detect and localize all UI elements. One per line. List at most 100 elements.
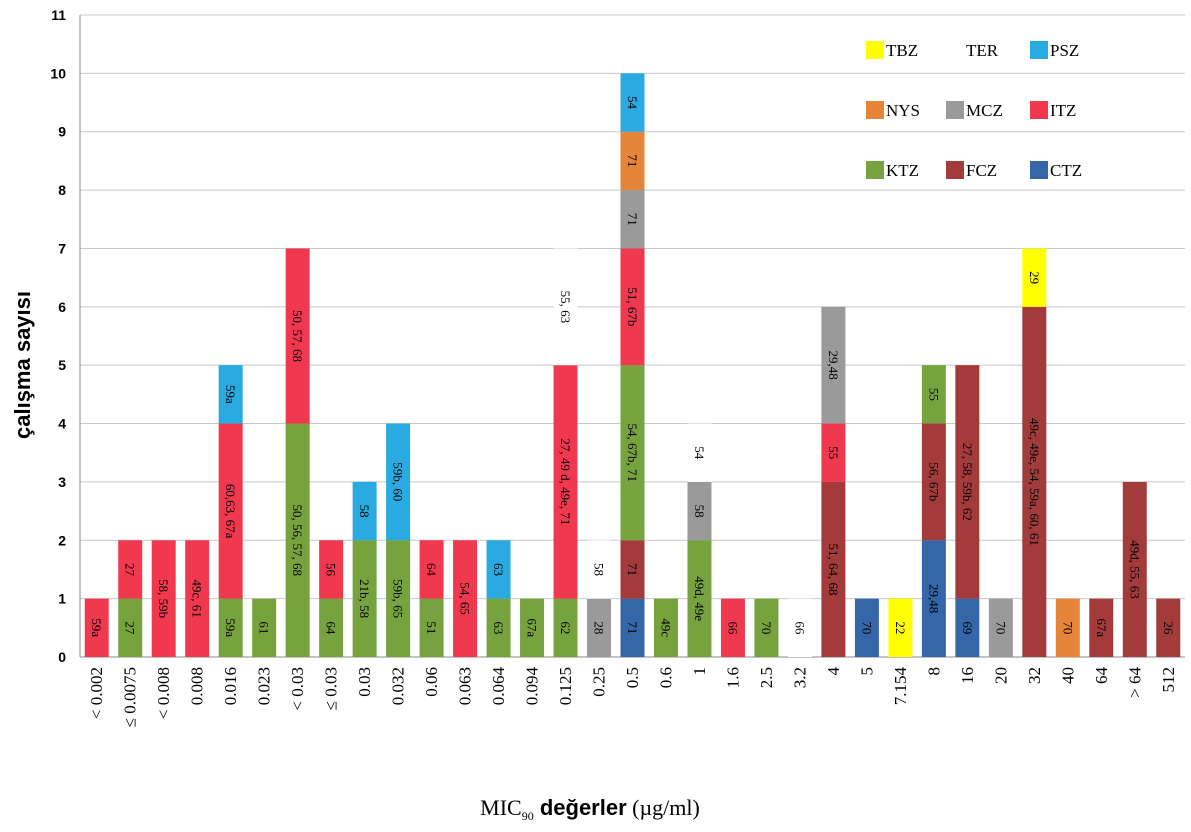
bar-segment [285,423,310,657]
x-axis-ticks: < 0.002 ≤ 0.0075 < 0.008 0.008 0.016 0.023 < 0… [87,667,1178,728]
bar-segment [620,365,645,541]
bar-segment-label: 50, 56, 57, 68 [290,505,305,577]
bar-segment-label: 54 [692,446,707,460]
x-tick-label: 0.008 [188,667,207,705]
x-tick-label: ≤ 0.0075 [121,667,140,727]
bar-segment [854,598,879,657]
x-tick-label: 0.06 [422,667,441,697]
bar-segment-label: 61 [257,621,272,634]
bar-segment-label: 49c, 61 [190,579,205,617]
x-tick-label: 64 [1092,667,1111,685]
bar-segment [1022,306,1047,657]
bar-segment-label: 28 [592,621,607,634]
bar-segment-label: 29,48 [826,351,841,380]
y-tick-label: 6 [58,299,66,315]
x-tick-label: > 64 [1125,667,1144,698]
bars: 59a 27 27 58, 59b 49c, 61 59a 60,63, 67a 59a 61 5… [84,73,1181,657]
bar-segment [453,540,478,657]
bar-segment [84,598,109,657]
x-tick-label: 0.023 [255,667,274,705]
bar-segment [319,598,344,657]
bar-segment-label: 54, 65 [458,582,473,615]
legend-label: PSZ [1050,41,1079,60]
bar-segment [151,540,176,657]
bar-segment-label: 59b, 60 [391,462,406,501]
bar-segment [118,598,143,657]
bar-segment [419,540,444,599]
x-tick-label: 0.125 [556,667,575,705]
legend-label: FCZ [966,161,997,180]
bar-segment-label: 64 [324,621,339,635]
bar-segment-label: 51 [424,621,439,634]
x-tick-label: 1.6 [723,667,742,688]
y-axis-ticks: 0 1 2 3 4 5 6 7 8 9 10 11 [50,7,66,665]
bar-segment [821,423,846,482]
x-tick-label: 0.016 [221,667,240,705]
bar-segment [754,598,779,657]
bar-segment [720,598,745,657]
bar-segment [587,540,612,599]
bar-segment [587,598,612,657]
x-tick-label: 0.094 [523,667,542,706]
bar-segment-label: 58 [592,563,607,576]
x-tick-label: 0.03 [355,667,374,697]
bar-segment [118,540,143,599]
bar-segment-label: 58 [692,505,707,518]
bar-segment-label: 27, 49 d, 49e, 71 [558,438,573,525]
x-axis-label: MIC90 değerler (µg/ml) [480,795,700,823]
bar-segment [486,598,511,657]
y-tick-label: 2 [58,532,66,548]
bar-segment-label: 70 [993,621,1008,634]
bar-segment [1055,598,1080,657]
bar-segment [620,248,645,366]
bar-segment-label: 69 [960,621,975,634]
bar-segment-label: 54, 67b, 71 [625,423,640,482]
legend-swatch [866,41,884,59]
x-tick-label: 32 [1025,667,1044,684]
bar-segment [687,423,712,482]
bar-segment [1122,481,1147,657]
bar-segment-label: 71 [625,563,640,576]
bar-segment [419,598,444,657]
bar-segment-label: 71 [625,621,640,634]
bar-segment [185,540,210,657]
y-tick-label: 0 [58,649,66,665]
bar-segment-label: 67a [525,618,540,637]
bar-segment-label: 63 [491,621,506,634]
bar-segment-label: 63 [491,563,506,576]
x-tick-label: 0.25 [590,667,609,697]
bar-segment [687,540,712,657]
x-tick-label: 0.063 [456,667,475,705]
bar-segment [218,365,243,424]
bar-segment-label: 67a [1094,618,1109,637]
bar-segment-label: 66 [725,621,740,635]
x-tick-label: < 0.002 [87,667,106,719]
x-tick-label: 4 [824,667,843,676]
bar-segment-label: 59a [89,618,104,637]
bar-segment-label: 26 [1161,621,1176,635]
x-axis-label-subscript: 90 [522,809,534,823]
y-tick-label: 9 [58,124,66,140]
bar-segment [553,598,578,657]
bar-segment [252,598,277,657]
bar-segment [821,306,846,424]
x-tick-label: 7.154 [891,667,910,706]
bar-segment [988,598,1013,657]
bar-segment [218,423,243,599]
bar-segment-label: 49d, 55, 63 [1127,540,1142,599]
bar-segment-label: 60,63, 67a [223,484,238,539]
legend-label: TBZ [886,41,918,60]
bar-segment [319,540,344,599]
x-tick-label: 8 [924,667,943,676]
bar-segment [821,481,846,657]
legend-swatch [1030,161,1048,179]
bar-segment [218,598,243,657]
bar-segment [620,598,645,657]
bar-segment [620,73,645,132]
y-tick-label: 8 [58,182,66,198]
legend-label: NYS [886,101,920,120]
x-tick-label: 512 [1159,667,1178,693]
bar-segment-label: 58 [357,505,372,518]
bar-segment-label: 22 [893,621,908,634]
bar-segment [386,423,411,541]
